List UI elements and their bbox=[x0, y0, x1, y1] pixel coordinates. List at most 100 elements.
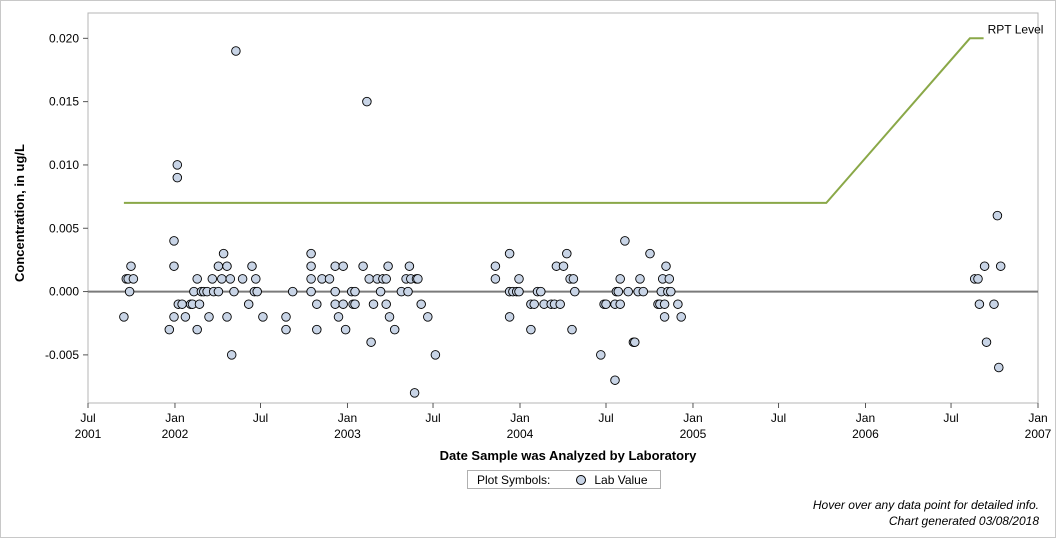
data-point bbox=[610, 375, 620, 385]
data-point bbox=[638, 286, 649, 297]
x-tick-label: Jul bbox=[425, 411, 440, 425]
data-point bbox=[124, 286, 135, 297]
data-point bbox=[529, 299, 539, 309]
data-point bbox=[338, 299, 348, 309]
data-point bbox=[330, 261, 340, 271]
data-point bbox=[562, 248, 572, 259]
data-point bbox=[192, 274, 202, 284]
y-tick-label: 0.000 bbox=[49, 285, 79, 299]
data-point bbox=[177, 299, 187, 309]
data-point bbox=[350, 286, 360, 297]
data-point bbox=[340, 324, 351, 335]
data-point bbox=[567, 324, 577, 335]
x-tick-label: Jan bbox=[683, 411, 702, 425]
data-point bbox=[430, 350, 441, 360]
data-point bbox=[226, 350, 237, 360]
data-point bbox=[368, 299, 379, 309]
labels-layer: 0.020 0.015 0.010 0.005 0.000 -0.005 Jul 2001 Ja… bbox=[12, 22, 1052, 463]
data-point bbox=[362, 96, 372, 107]
data-point bbox=[364, 274, 374, 284]
legend: Plot Symbols: Lab Value bbox=[467, 470, 661, 489]
data-point bbox=[526, 324, 536, 335]
data-point bbox=[661, 261, 671, 271]
x-tick-label: Jan bbox=[1028, 411, 1047, 425]
data-point bbox=[623, 286, 633, 297]
legend-marker-icon bbox=[576, 474, 587, 485]
data-point bbox=[312, 299, 322, 309]
data-point bbox=[673, 299, 683, 309]
data-point bbox=[490, 274, 501, 284]
data-point bbox=[635, 274, 645, 284]
data-point bbox=[601, 299, 611, 309]
data-point bbox=[194, 299, 205, 309]
data-point bbox=[613, 286, 624, 297]
data-point bbox=[423, 312, 433, 322]
y-tick-label: 0.015 bbox=[49, 95, 79, 109]
y-tick-label: 0.005 bbox=[49, 221, 79, 235]
data-point bbox=[389, 324, 400, 335]
y-axis-title: Concentration, in ug/L bbox=[12, 144, 27, 282]
y-tick-label: 0.020 bbox=[49, 31, 79, 45]
data-point bbox=[555, 299, 565, 309]
data-point bbox=[558, 261, 569, 271]
data-point bbox=[383, 261, 393, 271]
x-tick-year-label: 2005 bbox=[680, 427, 707, 441]
data-point bbox=[213, 286, 224, 297]
y-tick-label: -0.005 bbox=[45, 348, 79, 362]
data-point bbox=[243, 299, 254, 309]
data-point bbox=[306, 274, 316, 284]
data-point bbox=[381, 299, 391, 309]
data-point bbox=[258, 312, 268, 322]
data-point bbox=[231, 46, 241, 56]
data-point bbox=[570, 286, 580, 297]
data-point bbox=[366, 337, 376, 347]
data-point bbox=[514, 274, 524, 284]
data-point bbox=[568, 274, 579, 284]
data-point bbox=[384, 312, 395, 322]
data-point bbox=[403, 286, 413, 297]
data-point bbox=[994, 362, 1004, 373]
data-point bbox=[666, 286, 676, 297]
data-point bbox=[128, 274, 139, 284]
rpt-level-line bbox=[123, 37, 984, 204]
data-point bbox=[333, 312, 344, 322]
data-point bbox=[992, 210, 1003, 221]
data-point bbox=[217, 274, 227, 284]
data-point bbox=[596, 350, 606, 360]
x-tick-label: Jan bbox=[856, 411, 875, 425]
data-point bbox=[620, 236, 630, 246]
data-point bbox=[126, 261, 136, 271]
data-point bbox=[119, 312, 129, 322]
x-tick-year-label: 2007 bbox=[1025, 427, 1052, 441]
data-point bbox=[615, 299, 625, 309]
data-point bbox=[375, 286, 386, 297]
data-point bbox=[404, 261, 415, 271]
data-point bbox=[514, 286, 524, 297]
data-point bbox=[164, 324, 175, 335]
x-tick-label: Jul bbox=[253, 411, 268, 425]
data-point bbox=[172, 172, 183, 183]
data-point bbox=[207, 274, 218, 284]
data-point bbox=[306, 286, 316, 297]
data-point bbox=[330, 299, 340, 309]
data-point bbox=[676, 312, 686, 322]
x-tick-label: Jan bbox=[165, 411, 184, 425]
data-point bbox=[974, 299, 985, 309]
data-point bbox=[413, 274, 423, 284]
axes-layer bbox=[83, 12, 1039, 408]
x-tick-year-label: 2004 bbox=[507, 427, 534, 441]
data-point bbox=[981, 337, 992, 347]
data-point bbox=[251, 274, 261, 284]
x-tick-year-label: 2006 bbox=[852, 427, 879, 441]
data-point bbox=[659, 312, 670, 322]
data-point bbox=[324, 274, 335, 284]
data-point bbox=[312, 324, 322, 335]
data-point bbox=[645, 248, 655, 259]
data-point bbox=[995, 261, 1006, 271]
data-point bbox=[306, 248, 316, 259]
data-point bbox=[247, 261, 257, 271]
data-point bbox=[979, 261, 990, 271]
legend-item-lab-value: Lab Value bbox=[594, 472, 648, 487]
